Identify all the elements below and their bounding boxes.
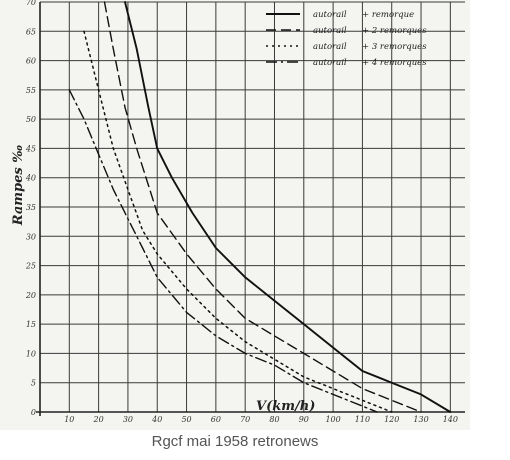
x-tick-label: 60 <box>211 415 221 424</box>
y-tick-label: 25 <box>25 262 36 271</box>
y-tick-labels: 0 5 10 15 20 25 30 35 40 45 50 55 60 65 70 <box>25 0 36 417</box>
y-tick-label: 60 <box>26 57 36 66</box>
series-line-3 <box>83 30 393 413</box>
x-tick-label: 110 <box>355 415 370 424</box>
y-tick-label: 65 <box>26 27 36 36</box>
legend-label-3: autorail <box>313 42 347 52</box>
scanned-chart-figure: 10 20 30 40 50 60 70 80 90 100 110 120 130 140 0 5 10 15… <box>0 0 470 430</box>
legend-label-4: autorail <box>313 58 347 68</box>
legend: autorail + remorque autorail + 2 remorques a… <box>266 10 427 68</box>
y-tick-label: 15 <box>26 320 36 329</box>
x-tick-label: 120 <box>384 415 399 424</box>
x-tick-label: 70 <box>240 415 250 424</box>
x-tick-label: 50 <box>181 415 191 424</box>
legend-label-2: autorail <box>313 26 347 36</box>
y-tick-label: 20 <box>25 291 36 300</box>
x-tick-label: 40 <box>151 415 162 424</box>
y-tick-label: 5 <box>31 379 36 388</box>
x-tick-labels: 10 20 30 40 50 60 70 80 90 100 110 120 130 140 <box>64 415 458 424</box>
x-tick-label: 130 <box>413 415 428 424</box>
x-tick-label: 90 <box>299 415 309 424</box>
x-axis-title: V(km/h) <box>256 399 315 414</box>
legend-label-1: autorail <box>313 10 347 20</box>
y-tick-label: 45 <box>25 144 36 153</box>
x-tick-label: 10 <box>64 415 74 424</box>
series-line-1 <box>124 1 452 413</box>
y-tick-label: 70 <box>26 0 36 7</box>
legend-suffix-1: + remorque <box>362 10 414 20</box>
y-tick-label: 0 <box>31 408 36 417</box>
grid <box>40 1 465 412</box>
series-line-2 <box>103 1 422 413</box>
y-tick-label: 40 <box>25 174 36 183</box>
legend-suffix-3: + 3 remorques <box>362 42 427 52</box>
y-tick-label: 10 <box>26 349 36 358</box>
y-tick-label: 30 <box>26 232 36 241</box>
series-lines <box>68 1 452 413</box>
legend-suffix-2: + 2 remorques <box>362 26 427 36</box>
figure-caption: Rgcf mai 1958 retronews <box>151 433 319 450</box>
x-tick-label: 80 <box>269 415 279 424</box>
series-line-4 <box>68 89 378 413</box>
y-tick-label: 50 <box>26 115 36 124</box>
axes <box>36 2 465 416</box>
x-tick-label: 140 <box>443 415 458 424</box>
x-tick-label: 30 <box>123 415 133 424</box>
y-tick-label: 55 <box>26 86 36 95</box>
y-axis-title: Rampes ‰ <box>11 145 26 227</box>
chart-svg: 10 20 30 40 50 60 70 80 90 100 110 120 130 140 0 5 10 15… <box>11 0 465 424</box>
legend-suffix-4: + 4 remorques <box>362 58 427 68</box>
y-tick-label: 35 <box>26 203 36 212</box>
x-tick-label: 20 <box>93 415 104 424</box>
x-tick-label: 100 <box>325 415 340 424</box>
